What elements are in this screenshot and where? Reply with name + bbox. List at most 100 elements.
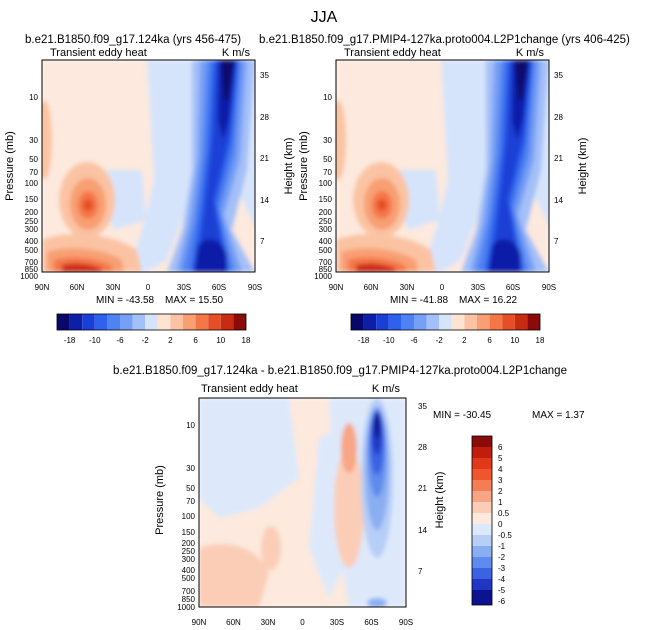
panel-3-xticks: 90N 60N 30N 0 30S 60S 90S [192, 618, 413, 627]
colorbar-2-swatch [514, 314, 528, 330]
panel-2-min-label: MIN = -41.88 [390, 295, 449, 306]
colorbar-2-swatch [351, 314, 364, 330]
panel-2-min-value: -41.88 [420, 295, 449, 306]
colorbar-3-label: 2 [498, 487, 503, 496]
panel-2-ytick: 1000 [314, 272, 332, 281]
panel-1-ytick: 10 [29, 93, 38, 102]
panel-1-min-label: MIN = -43.58 [96, 295, 155, 306]
panel-3-height-tick: 14 [418, 526, 427, 535]
colorbar-1-swatch [120, 314, 133, 330]
panel-1-ytick: 200 [25, 208, 39, 217]
panel-1-xtick: 90S [248, 283, 262, 292]
colorbar-1-swatch [170, 314, 183, 330]
panel-3-ytick: 10 [186, 421, 195, 430]
colorbar-1-swatch [132, 314, 146, 330]
panel-2: b.e21.B1850.f09_g17.PMIP4-127ka.proto004… [259, 34, 630, 345]
panel-3-min-value: -30.45 [463, 410, 492, 421]
colorbar-3-label: -4 [498, 575, 506, 584]
colorbar-1-swatch [82, 314, 95, 330]
panel-3-frame [198, 397, 407, 608]
panel-2-ytick: 50 [323, 155, 332, 164]
panel-1-height-tick: 21 [260, 154, 269, 163]
panel-3-xtick: 60S [364, 618, 378, 627]
panel-2-xtick: 60S [506, 283, 520, 292]
panel-2-height-tick: 14 [554, 196, 563, 205]
panel-1-height-tick: 35 [260, 71, 269, 80]
panel-3: b.e21.B1850.f09_g17.124ka - b.e21.B1850.… [113, 365, 585, 627]
panel-2-units: K m/s [516, 47, 545, 59]
colorbar-3-swatch [472, 436, 492, 447]
panel-3-height-tick: 35 [418, 402, 427, 411]
colorbar-3-swatch [472, 557, 492, 568]
panel-3-colorbar: 6 5 4 3 2 1 0.5 0 -0.5 -1 -2 -3 -4 -5 -6 [471, 435, 512, 606]
colorbar-1-label: -18 [64, 336, 76, 345]
colorbar-3-swatch [472, 546, 492, 557]
panel-3-xtick: 30S [330, 618, 344, 627]
panel-2-colorbar: -18 -10 -6 -2 2 6 10 18 [350, 313, 545, 345]
colorbar-3-swatch [472, 568, 492, 579]
colorbar-2-label: -6 [410, 336, 418, 345]
panel-1-ytick: 100 [25, 179, 39, 188]
panel-2-ytick: 850 [319, 265, 333, 274]
colorbar-2-swatch [376, 314, 389, 330]
colorbar-1-swatch [195, 314, 209, 330]
colorbar-1-swatch [69, 314, 83, 330]
colorbar-3-swatch [472, 458, 492, 469]
colorbar-1-label: 10 [216, 336, 225, 345]
panel-1-ytick: 300 [25, 225, 39, 234]
colorbar-2-label: 2 [462, 336, 467, 345]
panel-3-yright-ticks: 35 28 21 14 7 [418, 402, 427, 576]
colorbar-1-label: 18 [242, 336, 251, 345]
panel-1-xtick: 30N [106, 283, 121, 292]
colorbar-3-swatch [472, 469, 492, 480]
panel-1-heatmap [42, 60, 255, 272]
panel-1-min-value: -43.58 [126, 295, 155, 306]
colorbar-3-swatch [472, 480, 492, 491]
colorbar-3-swatch [472, 491, 492, 502]
panel-2-ytick: 400 [319, 237, 333, 246]
panel-3-title: b.e21.B1850.f09_g17.124ka - b.e21.B1850.… [113, 365, 567, 377]
colorbar-1-swatch [145, 314, 158, 330]
colorbar-3-label: 3 [498, 476, 503, 485]
panel-1-ytick: 500 [25, 246, 39, 255]
panel-1-xtick: 60N [70, 283, 85, 292]
colorbar-2-label: 18 [536, 336, 545, 345]
panel-3-height-tick: 28 [418, 443, 427, 452]
panel-2-xtick: 60N [364, 283, 379, 292]
panel-3-max-label: MAX = 1.37 [532, 410, 585, 421]
panel-3-yticks: 10 30 50 70 100 150 200 250 300 400 500 … [177, 421, 195, 612]
panel-2-max-value: 16.22 [492, 295, 517, 306]
panel-2-ytick: 30 [323, 136, 332, 145]
colorbar-1-label: 6 [193, 336, 198, 345]
panel-1-xtick: 90N [35, 283, 50, 292]
colorbar-2-swatch [439, 314, 452, 330]
panel-2-ytick: 300 [319, 225, 333, 234]
panel-3-ytick: 200 [182, 539, 196, 548]
panel-3-units: K m/s [372, 383, 401, 395]
panel-1: b.e21.B1850.f09_g17.124ka (yrs 456-475) … [4, 34, 295, 345]
panel-2-title: b.e21.B1850.f09_g17.PMIP4-127ka.proto004… [259, 34, 630, 46]
colorbar-1-label: -6 [116, 336, 124, 345]
colorbar-1-swatch [220, 314, 234, 330]
panel-1-ytick: 1000 [20, 272, 38, 281]
colorbar-2-label: -10 [383, 336, 395, 345]
panel-1-ylabel-right: Height (km) [283, 138, 295, 195]
panel-1-xtick: 60S [212, 283, 226, 292]
panel-1-colorbar: -18 -10 -6 -2 2 6 10 18 [56, 313, 251, 345]
colorbar-1-swatch [157, 314, 171, 330]
panel-2-xticks: 90N 60N 30N 0 30S 60S 90S [329, 283, 556, 292]
colorbar-3-label: 6 [498, 443, 503, 452]
colorbar-3-swatch [472, 513, 492, 524]
colorbar-3-swatch [472, 535, 492, 546]
colorbar-3-label: 0 [498, 520, 503, 529]
panel-1-field-label: Transient eddy heat [50, 47, 147, 59]
colorbar-2-swatch [401, 314, 414, 330]
colorbar-3-label: 4 [498, 465, 503, 474]
panel-2-xtick: 90S [542, 283, 556, 292]
panel-1-ytick: 30 [29, 136, 38, 145]
panel-3-ytick: 700 [182, 587, 196, 596]
panel-1-frame [41, 59, 256, 273]
colorbar-3-label: -1 [498, 542, 506, 551]
colorbar-1-swatch [94, 314, 108, 330]
panel-1-ytick: 70 [29, 168, 38, 177]
